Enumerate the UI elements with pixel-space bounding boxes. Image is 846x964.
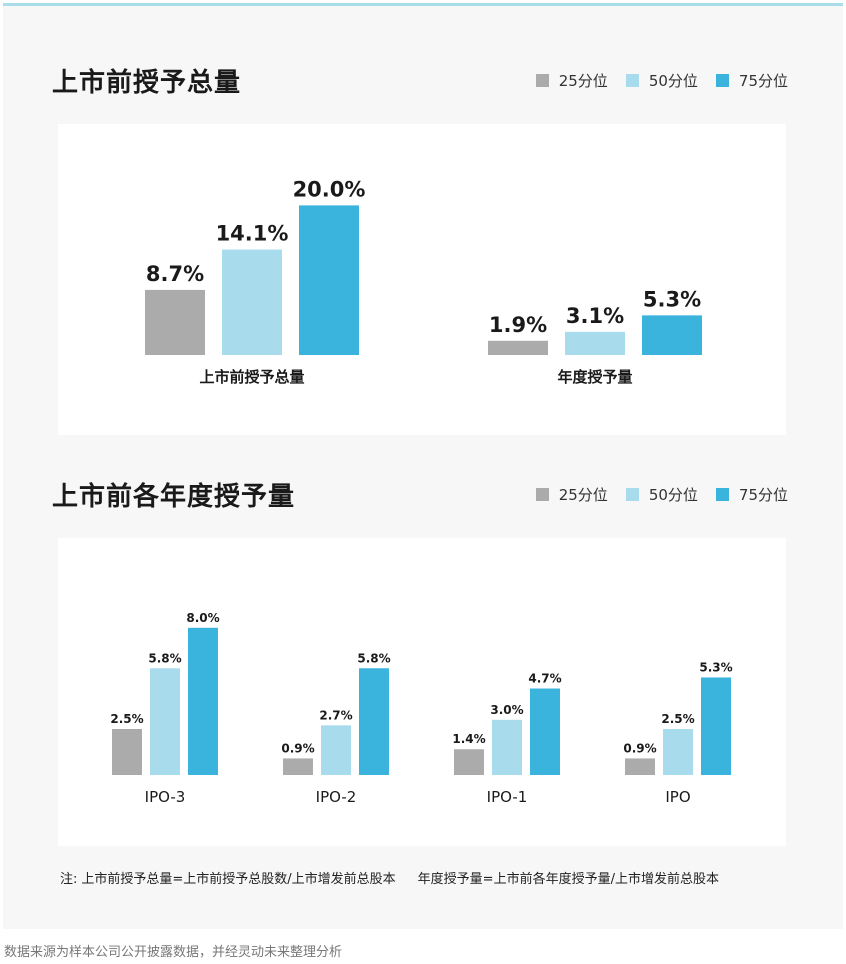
- value-label-p75-3: 5.3%: [699, 660, 732, 674]
- chart2-svg: 2.5% 5.8% 8.0% IPO-3 0.9% 2.7% 5.8% IPO-2 1.4% 3.…: [110, 611, 732, 806]
- legend-item-p25: 25分位: [535, 484, 608, 505]
- legend-item-p75: 75分位: [715, 70, 788, 91]
- bar-p50-3: [663, 729, 693, 775]
- legend-label-p75: 75分位: [738, 486, 788, 504]
- value-label-p75-1: 5.8%: [357, 651, 390, 665]
- chart1-svg: 8.7% 14.1%20.0% 上市前授予总量 1.9% 3.1% 5.3% 年度授予量: [145, 177, 702, 386]
- bar-p75-0: [188, 627, 218, 775]
- legend-item-p50: 50分位: [625, 70, 698, 91]
- footnote-formula2: 年度授予量=上市前各年度授予量/上市增发前总股本: [417, 872, 719, 887]
- section1-title: 上市前授予总量: [52, 68, 242, 98]
- chart2-card: 2.5% 5.8% 8.0% IPO-3 0.9% 2.7% 5.8% IPO-2 1.4% 3.…: [58, 538, 786, 846]
- legend-label-p25: 25分位: [558, 72, 608, 90]
- bar-p75-0: [299, 205, 359, 355]
- legend-item-p75: 75分位: [715, 484, 788, 505]
- footnote-prefix: 注:: [60, 872, 78, 887]
- value-label-p75-0: 8.0%: [186, 611, 219, 625]
- value-label-p25-0: 2.5%: [110, 712, 143, 726]
- legend-label-p50: 50分位: [648, 72, 698, 90]
- legend-section2: 25分位 50分位 75分位: [535, 484, 788, 505]
- legend-swatch-p50: [625, 74, 639, 87]
- data-source: 数据来源为样本公司公开披露数据，并经灵动未来整理分析: [4, 945, 343, 960]
- value-label-p25-3: 0.9%: [623, 741, 656, 755]
- value-label-p50-1: 3.1%: [566, 304, 624, 328]
- bar-p25-0: [145, 289, 205, 355]
- bar-p25-3: [625, 758, 655, 775]
- bar-p75-2: [530, 688, 560, 775]
- bar-p50-0: [150, 668, 180, 775]
- chart1-card: 8.7% 14.1% 20.0% 上市前授予总量 1.9% 3.1% 5.3% 年度授予量: [58, 124, 786, 435]
- value-label-p50-0: 14.1%: [216, 222, 289, 246]
- legend-swatch-p75: [715, 488, 729, 501]
- category-label-2: IPO-1: [487, 788, 528, 806]
- legend-swatch-p25: [535, 74, 549, 87]
- legend-item-p25: 25分位: [535, 70, 608, 91]
- bar-p50-2: [492, 719, 522, 775]
- legend-label-p50: 50分位: [648, 486, 698, 504]
- legend-item-p50: 50分位: [625, 484, 698, 505]
- bar-p25-1: [488, 340, 548, 355]
- legend-label-p75: 75分位: [738, 72, 788, 90]
- bar-p50-1: [321, 725, 351, 775]
- value-label-p25-2: 1.4%: [452, 732, 485, 746]
- bar-p75-1: [359, 668, 389, 775]
- bar-p25-2: [454, 749, 484, 775]
- footnote-formula1: 上市前授予总量=上市前授予总股数/上市增发前总股本: [81, 872, 396, 887]
- bar-p50-1: [565, 331, 625, 355]
- value-label-p25-1: 0.9%: [281, 741, 314, 755]
- category-label-1: IPO-2: [316, 788, 357, 806]
- value-label-p50-2: 3.0%: [490, 703, 523, 717]
- legend-section1: 25分位 50分位 75分位: [535, 70, 788, 91]
- value-label-p50-3: 2.5%: [661, 712, 694, 726]
- bar-p75-1: [642, 315, 702, 355]
- category-label-0: IPO-3: [145, 788, 186, 806]
- section2-title: 上市前各年度授予量: [52, 482, 296, 512]
- value-label-p25-1: 1.9%: [489, 313, 547, 337]
- legend-swatch-p50: [625, 488, 639, 501]
- bar-p25-0: [112, 729, 142, 775]
- bar-p50-0: [222, 249, 282, 355]
- bar-p75-3: [701, 677, 731, 775]
- legend-swatch-p75: [715, 74, 729, 87]
- value-label-p25-0: 8.7%: [146, 262, 204, 286]
- category-label-0: 上市前授予总量: [199, 368, 304, 386]
- value-label-p75-2: 4.7%: [528, 672, 561, 686]
- legend-swatch-p25: [535, 488, 549, 501]
- legend-label-p25: 25分位: [558, 486, 608, 504]
- category-label-1: 年度授予量: [557, 368, 632, 386]
- value-label-p75-1: 5.3%: [643, 287, 701, 311]
- bar-p25-1: [283, 758, 313, 775]
- footnote: 注: 上市前授予总量=上市前授予总股数/上市增发前总股本 年度授予量=上市前各年度授…: [60, 868, 741, 887]
- category-label-3: IPO: [665, 788, 690, 806]
- value-label-p50-1: 2.7%: [319, 708, 352, 722]
- value-label-p75-0: 20.0%: [293, 177, 366, 201]
- value-label-p50-0: 5.8%: [148, 651, 181, 665]
